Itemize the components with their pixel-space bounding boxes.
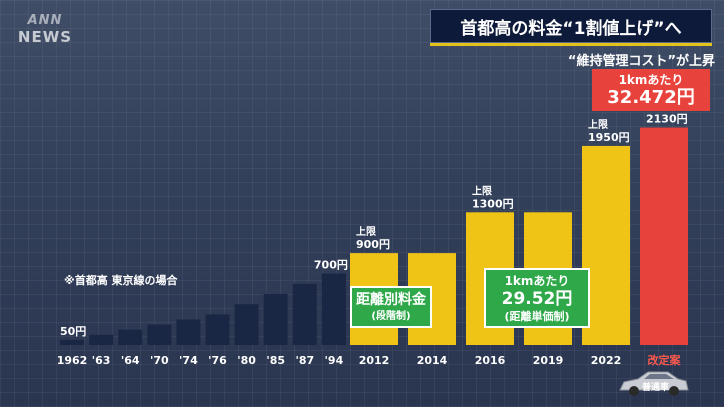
category-label-2: '64 <box>121 354 140 367</box>
proposal-callout-line1: 1kmあたり <box>618 73 684 87</box>
category-label-15: 改定案 <box>648 353 682 367</box>
category-label-4: '74 <box>179 354 198 367</box>
proposal-callout-line2: 32.472円 <box>607 87 695 108</box>
bar-1 <box>89 334 114 345</box>
per-km-callout-line2: 29.52円 <box>501 289 573 309</box>
bar-label-15: 2130円 <box>646 113 688 126</box>
chart-note: ※首都高 東京線の場合 <box>64 274 178 287</box>
category-label-6: '80 <box>237 354 256 367</box>
bar-9 <box>321 273 346 345</box>
car-label: 普通車 <box>642 381 669 393</box>
category-label-14: 2022 <box>591 354 622 367</box>
bar-label-0: 50円 <box>60 325 86 338</box>
proposal-callout: 1kmあたり 32.472円 <box>592 69 710 111</box>
category-label-0: 1962 <box>57 354 88 367</box>
bar-3 <box>147 324 172 345</box>
logo-top: ANN <box>27 13 63 28</box>
category-label-12: 2016 <box>475 354 506 367</box>
bar-0 <box>60 339 84 345</box>
bar-14 <box>582 145 630 345</box>
bar-15 <box>640 127 688 345</box>
per-km-callout: 1kmあたり 29.52円 (距離単価制) <box>484 268 590 328</box>
per-km-callout-line1: 1kmあたり <box>504 274 570 288</box>
bar-label-prefix-14: 上限 <box>588 118 609 131</box>
category-label-7: '85 <box>266 354 285 367</box>
category-label-3: '70 <box>150 354 169 367</box>
car-icon: 普通車 <box>619 371 689 396</box>
car-graphic: 普通車 <box>616 368 690 398</box>
category-label-5: '76 <box>208 354 227 367</box>
headline-box: 首都高の料金“1割値上げ”へ <box>430 9 712 43</box>
category-label-13: 2019 <box>533 354 564 367</box>
bar-label-prefix-12: 上限 <box>472 184 493 197</box>
category-label-11: 2014 <box>417 354 448 367</box>
category-label-8: '87 <box>295 354 314 367</box>
per-km-callout-line3: (距離単価制) <box>504 310 570 323</box>
distance-fee-callout-line2: (段階制) <box>371 311 411 322</box>
category-label-9: '94 <box>325 354 344 367</box>
headline-underline <box>430 43 712 46</box>
logo-bottom: NEWS <box>17 28 73 46</box>
distance-fee-callout-line1: 距離別料金 <box>356 292 426 308</box>
bar-6 <box>234 304 259 345</box>
bar-2 <box>118 329 143 345</box>
bar-label-10: 900円 <box>356 238 390 251</box>
bar-8 <box>292 283 317 345</box>
ann-news-logo: ANN NEWS <box>12 13 78 57</box>
bar-label-9: 700円 <box>314 259 348 272</box>
category-label-10: 2012 <box>359 354 390 367</box>
category-label-1: '63 <box>92 354 111 367</box>
bar-label-prefix-10: 上限 <box>356 225 377 238</box>
headline: 首都高の料金“1割値上げ”へ <box>460 18 682 39</box>
bar-5 <box>205 314 230 345</box>
subheadline: “維持管理コスト”が上昇 <box>567 54 715 69</box>
bar-4 <box>176 319 201 345</box>
bar-label-14: 1950円 <box>588 131 630 144</box>
bar-7 <box>263 293 288 345</box>
distance-fee-callout: 距離別料金 (段階制) <box>350 286 432 328</box>
bar-label-12: 1300円 <box>472 197 514 210</box>
